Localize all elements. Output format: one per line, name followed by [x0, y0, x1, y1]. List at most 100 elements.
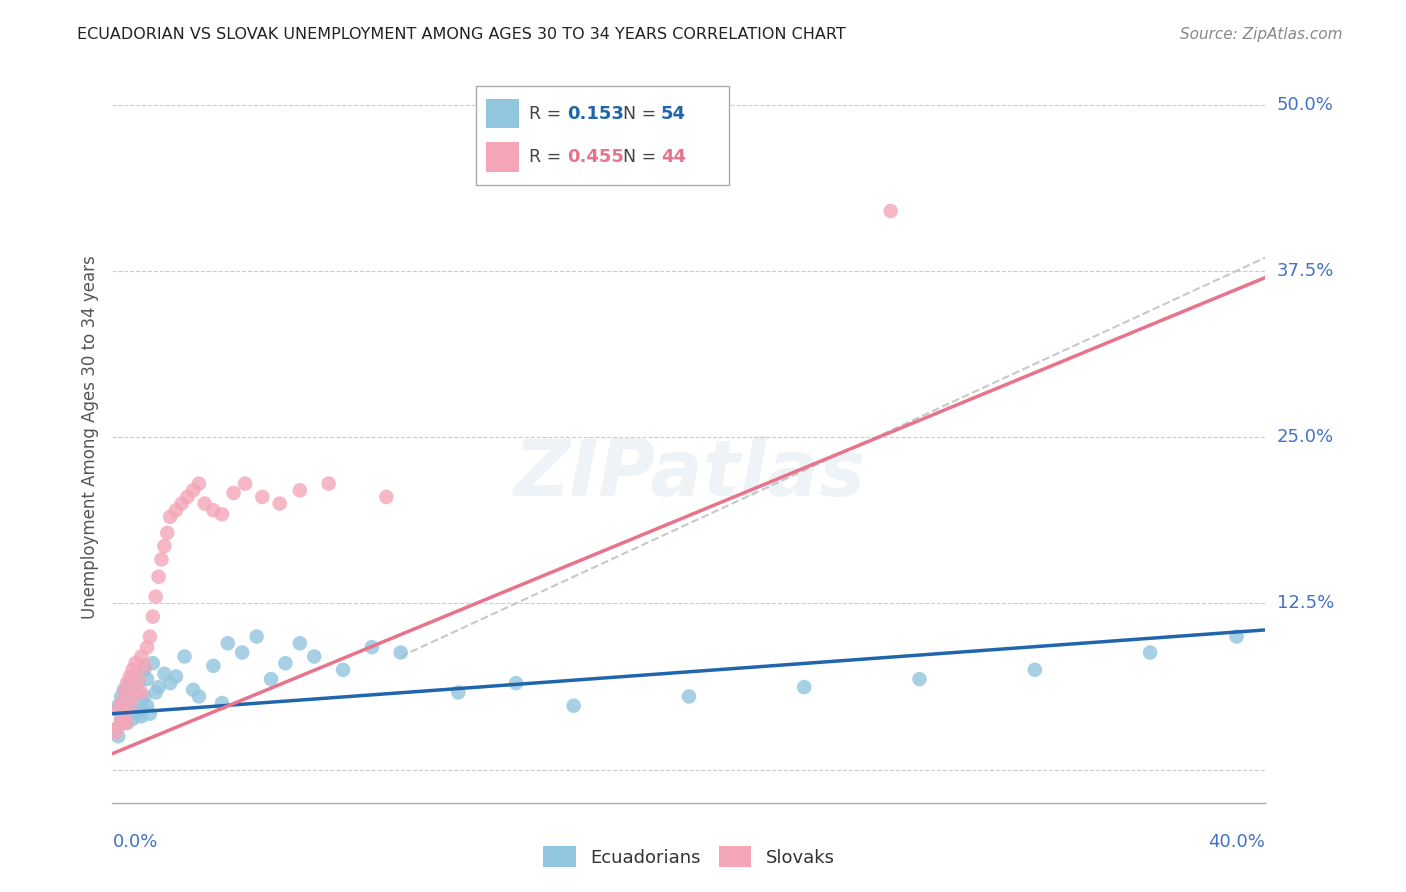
Point — [252, 490, 274, 504]
Point — [127, 672, 149, 686]
Point — [159, 509, 181, 524]
Point — [129, 709, 153, 723]
Point — [1139, 646, 1161, 660]
Point — [153, 666, 176, 681]
Point — [107, 698, 129, 713]
Point — [150, 552, 173, 566]
Point — [505, 676, 527, 690]
Point — [318, 476, 340, 491]
Point — [121, 690, 143, 704]
Point — [269, 497, 291, 511]
Point — [118, 696, 141, 710]
Point — [222, 486, 245, 500]
Point — [447, 685, 470, 699]
Point — [107, 703, 129, 717]
Point — [211, 696, 233, 710]
Point — [110, 712, 132, 726]
Text: 25.0%: 25.0% — [1277, 428, 1334, 446]
Point — [104, 723, 127, 737]
Point — [389, 646, 412, 660]
Point — [107, 729, 129, 743]
Point — [246, 630, 269, 644]
Point — [115, 706, 138, 721]
Text: ZIPatlas: ZIPatlas — [513, 435, 865, 512]
Point — [1024, 663, 1046, 677]
Point — [288, 483, 311, 498]
Point — [1226, 630, 1249, 644]
Point — [233, 476, 256, 491]
Point — [142, 609, 165, 624]
Point — [129, 696, 153, 710]
Point — [188, 476, 211, 491]
Point — [793, 680, 815, 694]
Point — [129, 685, 153, 699]
Point — [274, 656, 297, 670]
Point — [115, 716, 138, 731]
Point — [107, 720, 129, 734]
Point — [134, 663, 156, 677]
Point — [124, 685, 146, 699]
Point — [139, 630, 162, 644]
Point — [202, 658, 225, 673]
Text: 0.0%: 0.0% — [112, 833, 157, 851]
Point — [110, 690, 132, 704]
Point — [375, 490, 398, 504]
Point — [202, 503, 225, 517]
Point — [173, 649, 195, 664]
Point — [288, 636, 311, 650]
Point — [880, 204, 903, 219]
Point — [118, 676, 141, 690]
Point — [304, 649, 326, 664]
Text: 40.0%: 40.0% — [1209, 833, 1265, 851]
Point — [112, 685, 135, 699]
Point — [156, 525, 179, 540]
Point — [165, 669, 187, 683]
Point — [134, 690, 156, 704]
Point — [121, 669, 143, 683]
Point — [129, 649, 153, 664]
Point — [148, 570, 170, 584]
Point — [136, 698, 159, 713]
Text: 12.5%: 12.5% — [1277, 594, 1334, 612]
Point — [136, 640, 159, 655]
Point — [165, 503, 187, 517]
Point — [134, 658, 156, 673]
Point — [181, 483, 204, 498]
Point — [115, 676, 138, 690]
Point — [159, 676, 181, 690]
Point — [217, 636, 239, 650]
Point — [153, 539, 176, 553]
Point — [124, 682, 146, 697]
Point — [121, 663, 143, 677]
Point — [139, 706, 162, 721]
Point — [360, 640, 382, 655]
Point — [118, 669, 141, 683]
Point — [118, 698, 141, 713]
Point — [188, 690, 211, 704]
Point — [112, 709, 135, 723]
Point — [104, 725, 127, 739]
Y-axis label: Unemployment Among Ages 30 to 34 years: Unemployment Among Ages 30 to 34 years — [80, 255, 98, 619]
Point — [110, 696, 132, 710]
Point — [110, 712, 132, 726]
Point — [260, 672, 283, 686]
Point — [115, 716, 138, 731]
Point — [145, 590, 167, 604]
Text: 37.5%: 37.5% — [1277, 262, 1334, 280]
Point — [127, 676, 149, 690]
Point — [678, 690, 700, 704]
Point — [562, 698, 585, 713]
Point — [112, 706, 135, 721]
Point — [127, 706, 149, 721]
Point — [908, 672, 931, 686]
Point — [112, 682, 135, 697]
Point — [124, 656, 146, 670]
Point — [194, 497, 217, 511]
Point — [211, 507, 233, 521]
Point — [170, 497, 193, 511]
Point — [148, 680, 170, 694]
Point — [181, 682, 204, 697]
Point — [136, 672, 159, 686]
Text: ECUADORIAN VS SLOVAK UNEMPLOYMENT AMONG AGES 30 TO 34 YEARS CORRELATION CHART: ECUADORIAN VS SLOVAK UNEMPLOYMENT AMONG … — [77, 27, 846, 42]
Point — [332, 663, 354, 677]
